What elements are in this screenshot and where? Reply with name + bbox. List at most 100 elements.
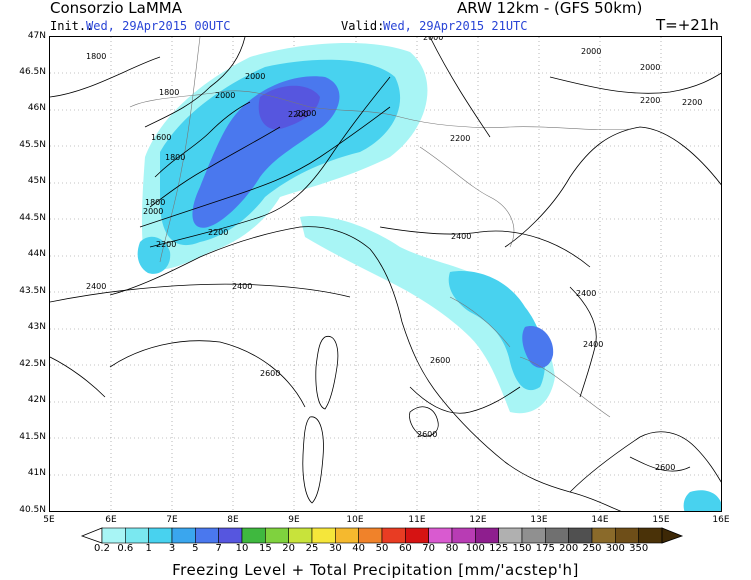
precipitation-field xyxy=(137,42,721,511)
lon-label: 9E xyxy=(288,515,300,525)
lon-label: 10E xyxy=(346,515,364,525)
colorbar-label: 70 xyxy=(422,543,436,554)
lat-label: 41N xyxy=(27,468,46,478)
valid-value: Wed, 29Apr2015 21UTC xyxy=(383,19,528,33)
contour-label: 2600 xyxy=(260,369,280,378)
colorbar-cells xyxy=(101,527,663,544)
colorbar-label: 200 xyxy=(559,543,579,554)
colorbar-cell xyxy=(638,527,663,544)
lat-label: 44.5N xyxy=(19,213,46,223)
map-canvas: 1800 1800 1600 1800 1800 2000 2000 2000 … xyxy=(50,37,721,511)
contour-label: 2200 xyxy=(296,109,316,118)
colorbar-cell xyxy=(148,527,173,544)
colorbar-label: 10 xyxy=(235,543,249,554)
contour-label: 2600 xyxy=(417,430,437,439)
contour-label: 2000 xyxy=(215,91,235,100)
colorbar-label: 25 xyxy=(305,543,319,554)
lon-label: 14E xyxy=(591,515,609,525)
contour-label: 2200 xyxy=(450,134,470,143)
lon-label: 11E xyxy=(408,515,426,525)
model-title: ARW 12km - (GFS 50km) xyxy=(457,0,643,17)
colorbar-cell xyxy=(498,527,523,544)
lat-label: 42.5N xyxy=(19,359,46,369)
colorbar-label: 80 xyxy=(445,543,459,554)
forecast-step: T=+21h xyxy=(656,16,719,34)
colorbar-right-arrow xyxy=(661,527,684,544)
colorbar-label: 300 xyxy=(605,543,625,554)
contour-label: 2200 xyxy=(682,98,702,107)
lat-label: 43.5N xyxy=(19,286,46,296)
lat-label: 42N xyxy=(27,395,46,405)
lon-label: 7E xyxy=(166,515,178,525)
colorbar-label: 3 xyxy=(168,543,176,554)
colorbar-cell xyxy=(451,527,476,544)
lat-label: 40.5N xyxy=(19,505,46,515)
colorbar-label: 175 xyxy=(535,543,555,554)
colorbar-cell xyxy=(241,527,266,544)
lat-label: 46N xyxy=(27,103,46,113)
lon-label: 15E xyxy=(652,515,670,525)
colorbar-cell xyxy=(591,527,616,544)
colorbar-cell xyxy=(615,527,639,544)
contour-label: 1800 xyxy=(145,198,165,207)
colorbar-label: 20 xyxy=(282,543,296,554)
contour-label: 2400 xyxy=(86,282,106,291)
colorbar-label: 60 xyxy=(398,543,412,554)
precip-southeast xyxy=(683,490,721,511)
colorbar-cell xyxy=(101,527,126,544)
contour-label: 2400 xyxy=(232,282,252,291)
colorbar-label: 50 xyxy=(375,543,389,554)
contour-label: 1600 xyxy=(151,133,171,142)
contour-label: 2000 xyxy=(581,47,601,56)
contour-label: 2200 xyxy=(288,110,308,119)
contour-label: 1800 xyxy=(159,88,179,97)
colorbar-cell xyxy=(358,527,383,544)
valid-label: Valid: xyxy=(341,19,385,33)
map-panel: 1800 1800 1600 1800 1800 2000 2000 2000 … xyxy=(49,36,722,512)
lat-label: 47N xyxy=(27,31,46,41)
lat-label: 44N xyxy=(27,249,46,259)
colorbar-cell xyxy=(195,527,219,544)
precip-apennine-mid xyxy=(448,271,545,391)
lon-label: 13E xyxy=(530,515,548,525)
colorbar-label: 350 xyxy=(629,543,649,554)
lat-label: 45N xyxy=(27,176,46,186)
contour-label: 1800 xyxy=(165,153,185,162)
colorbar-left-arrow xyxy=(80,527,103,544)
colorbar-label: 100 xyxy=(465,543,485,554)
lat-label: 45.5N xyxy=(19,140,46,150)
lon-label: 5E xyxy=(43,515,55,525)
colorbar-label: 150 xyxy=(512,543,532,554)
freezing-level-contours xyxy=(50,37,721,472)
contour-label: 2000 xyxy=(423,37,443,42)
colorbar-cell xyxy=(288,527,313,544)
lat-label: 41.5N xyxy=(19,432,46,442)
footer-title: Freezing Level + Total Precipitation [mm… xyxy=(172,561,579,579)
contour-label: 2000 xyxy=(640,63,660,72)
colorbar-label: 125 xyxy=(489,543,509,554)
contour-labels: 1800 1800 1600 1800 1800 2000 2000 2000 … xyxy=(86,37,702,472)
precip-ligurian xyxy=(137,236,171,274)
lat-label: 43N xyxy=(27,322,46,332)
lon-label: 12E xyxy=(469,515,487,525)
contour-label: 2400 xyxy=(451,232,471,241)
borders xyxy=(129,37,631,418)
contour-label: 1800 xyxy=(86,52,106,61)
colorbar-label: 5 xyxy=(192,543,199,554)
init-label: Init.: xyxy=(50,19,94,33)
colorbar-cell xyxy=(335,527,359,544)
colorbar-cell xyxy=(521,527,546,544)
lon-label: 8E xyxy=(227,515,239,525)
colorbar-cell xyxy=(545,527,569,544)
colorbar-label: 40 xyxy=(352,543,366,554)
lat-label: 46.5N xyxy=(19,67,46,77)
contour-label: 2400 xyxy=(583,340,603,349)
lon-label: 16E xyxy=(712,515,730,525)
colorbar-cell xyxy=(381,527,406,544)
colorbar-cell xyxy=(265,527,289,544)
colorbar-cell xyxy=(125,527,149,544)
colorbar-label: 7 xyxy=(215,543,222,554)
colorbar-label: 0.6 xyxy=(117,543,134,554)
coastlines xyxy=(50,126,721,511)
